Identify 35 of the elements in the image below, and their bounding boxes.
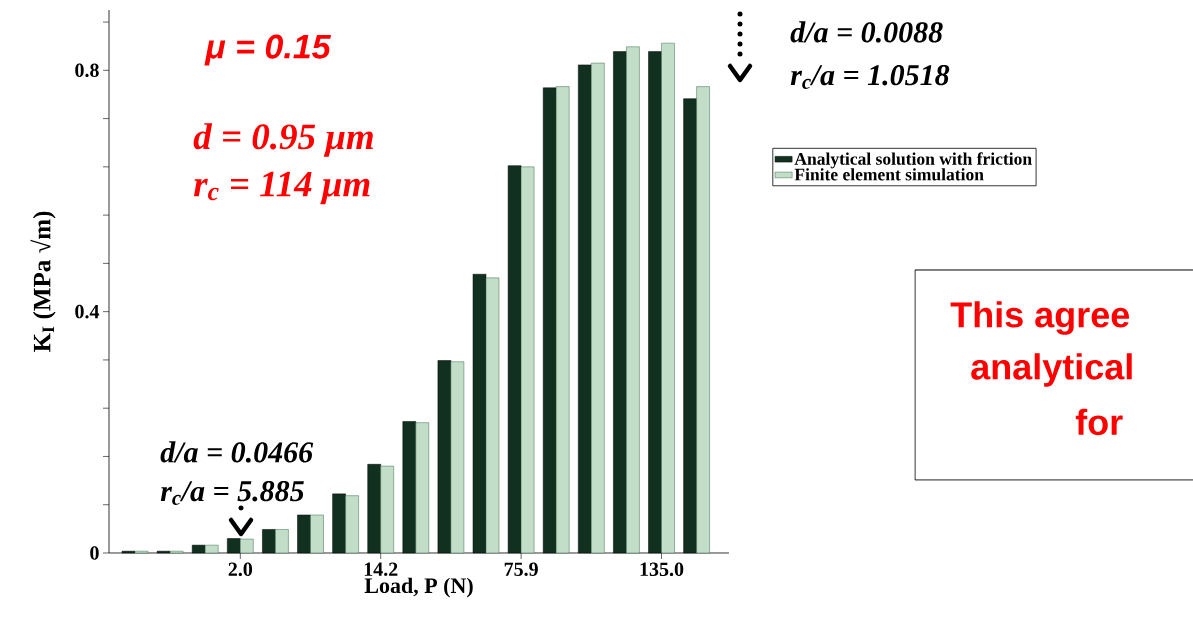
legend-label: Analytical solution with friction xyxy=(794,152,1032,169)
x-tick-label: 75.9 xyxy=(504,562,538,577)
bar xyxy=(485,277,500,554)
x-axis-title: Load, P (N) xyxy=(364,577,473,598)
annotation: d = 0.95 μm xyxy=(193,123,373,157)
text: This agree xyxy=(950,301,1130,335)
y-tick-label: 0 xyxy=(90,546,99,560)
legend-label: Finite element simulation xyxy=(794,168,984,181)
bar xyxy=(204,544,219,554)
bar xyxy=(626,46,640,554)
bar xyxy=(415,422,430,554)
bar xyxy=(310,514,324,554)
bar xyxy=(520,166,535,554)
y-tick-label: 0.8 xyxy=(75,63,99,78)
annotation: μ = 0.15 xyxy=(204,34,331,66)
bar xyxy=(661,42,675,554)
y-tick-label: 0.4 xyxy=(75,304,100,319)
bar xyxy=(380,465,394,554)
bar xyxy=(345,495,359,554)
text: d/a = 0.0088 xyxy=(790,21,943,43)
annotation: d/a = 0.0466 xyxy=(160,441,314,463)
x-tick-label: 14.2 xyxy=(364,562,398,577)
y-axis-title: K$_{I}$ (MPa √m) xyxy=(30,211,56,352)
bar xyxy=(450,361,465,554)
bar xyxy=(591,62,605,554)
x-tick-label: 2.0 xyxy=(228,562,253,577)
annotation: r$_{c}$ = 114 μm xyxy=(193,171,370,205)
annotation: r$_{c}$/a = 5.885 xyxy=(160,481,304,505)
text: analytical xyxy=(971,353,1132,387)
bar xyxy=(275,529,289,554)
text: for xyxy=(1075,408,1123,436)
bar xyxy=(696,86,710,554)
x-tick-label: 135.0 xyxy=(640,562,684,577)
text: r$_{c}$/a = 1.0518 xyxy=(790,65,950,89)
bar xyxy=(555,86,570,554)
